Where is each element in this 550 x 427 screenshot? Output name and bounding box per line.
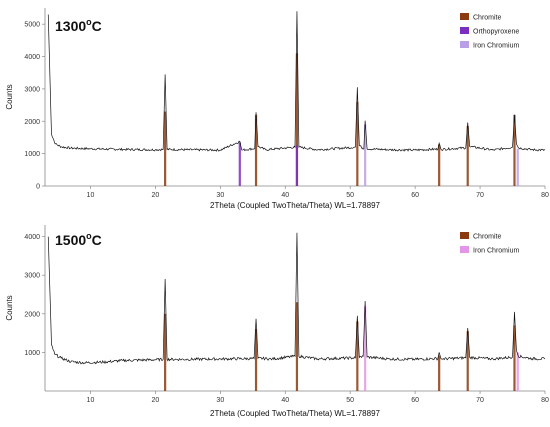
reference-peak-bar xyxy=(164,111,167,186)
diffraction-trace xyxy=(47,11,546,152)
reference-peak-bar xyxy=(295,145,299,186)
reference-peak-bar xyxy=(513,325,516,391)
legend-label: Chromite xyxy=(473,234,502,241)
reference-peak-bar xyxy=(295,53,299,187)
y-tick-label: 2000 xyxy=(24,311,40,318)
legend-swatch xyxy=(460,246,469,253)
x-tick-label: 80 xyxy=(541,397,549,404)
y-tick-label: 1000 xyxy=(24,151,40,158)
x-tick-label: 50 xyxy=(346,192,354,199)
x-tick-label: 60 xyxy=(411,192,419,199)
x-tick-label: 10 xyxy=(87,192,95,199)
y-tick-label: 3000 xyxy=(24,86,40,93)
legend-swatch xyxy=(460,41,469,48)
x-tick-label: 50 xyxy=(346,397,354,404)
legend-label: Iron Chromium xyxy=(473,248,519,255)
reference-peak-bar xyxy=(254,329,258,391)
reference-peak-bar xyxy=(438,144,441,186)
diffraction-trace xyxy=(47,232,546,365)
x-tick-label: 20 xyxy=(151,192,159,199)
legend-swatch xyxy=(460,232,469,239)
reference-peak-bar xyxy=(364,306,367,391)
x-tick-label: 80 xyxy=(541,192,549,199)
reference-peak-bar xyxy=(466,126,469,186)
reference-peak-bar xyxy=(356,101,359,186)
reference-peak-bar xyxy=(356,321,359,391)
reference-peak-bar xyxy=(513,114,516,186)
x-tick-label: 30 xyxy=(216,397,224,404)
x-tick-label: 40 xyxy=(281,192,289,199)
y-tick-label: 4000 xyxy=(24,234,40,241)
y-tick-label: 0 xyxy=(36,184,40,191)
reference-peak-bar xyxy=(238,142,241,186)
reference-peak-bar xyxy=(516,352,519,391)
x-tick-label: 30 xyxy=(216,192,224,199)
y-tick-label: 4000 xyxy=(24,54,40,61)
x-tick-label: 70 xyxy=(476,192,484,199)
reference-peak-bar xyxy=(164,313,167,391)
y-axis-title: Counts xyxy=(5,84,14,109)
x-tick-label: 60 xyxy=(411,397,419,404)
x-tick-label: 10 xyxy=(87,397,95,404)
y-tick-label: 5000 xyxy=(24,22,40,29)
y-tick-label: 3000 xyxy=(24,273,40,280)
x-axis-title: 2Theta (Coupled TwoTheta/Theta) WL=1.788… xyxy=(210,201,381,210)
reference-peak-bar xyxy=(364,124,367,186)
reference-peak-bar xyxy=(295,302,299,391)
legend-label: Chromite xyxy=(473,15,502,22)
legend-label: Orthopyroxene xyxy=(473,29,519,36)
reference-peak-bar xyxy=(254,114,258,186)
x-tick-label: 20 xyxy=(151,397,159,404)
legend-swatch xyxy=(460,27,469,34)
reference-peak-bar xyxy=(516,148,519,186)
x-tick-label: 40 xyxy=(281,397,289,404)
y-tick-label: 2000 xyxy=(24,119,40,126)
x-axis-title: 2Theta (Coupled TwoTheta/Theta) WL=1.788… xyxy=(210,409,381,418)
y-axis-title: Counts xyxy=(5,295,14,320)
legend-swatch xyxy=(460,13,469,20)
reference-peak-bar xyxy=(466,331,469,391)
legend-label: Iron Chromium xyxy=(473,43,519,50)
panel-title: 1300oC xyxy=(55,17,102,34)
reference-peak-bar xyxy=(438,355,441,391)
y-tick-label: 1000 xyxy=(24,350,40,357)
x-tick-label: 70 xyxy=(476,397,484,404)
panel-title: 1500oC xyxy=(55,231,102,248)
